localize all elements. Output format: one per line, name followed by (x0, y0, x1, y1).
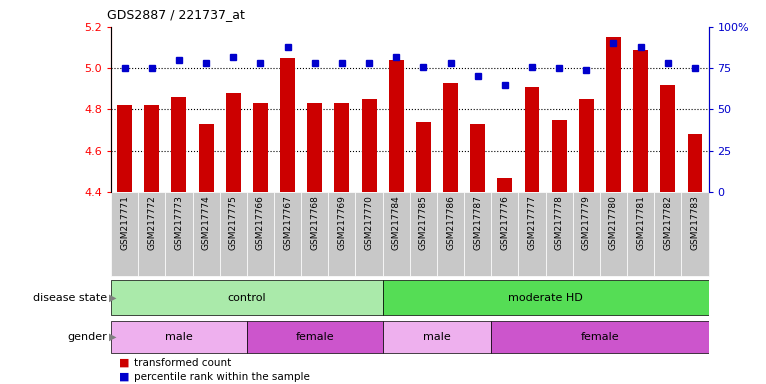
Bar (117, 105, 132, 192)
Text: GSM217780: GSM217780 (609, 195, 618, 250)
Bar (443, 83, 458, 192)
Bar (497, 177, 512, 192)
Text: GSM217770: GSM217770 (365, 195, 374, 250)
Text: GSM217778: GSM217778 (555, 195, 564, 250)
Bar (335, 103, 349, 192)
Text: transformed count: transformed count (134, 358, 231, 368)
Bar (389, 60, 404, 192)
Text: GSM217772: GSM217772 (147, 195, 156, 250)
Text: GSM217774: GSM217774 (201, 195, 211, 250)
Bar (307, 103, 322, 192)
Bar (280, 58, 295, 192)
Bar (329, 192, 355, 276)
Bar (383, 192, 410, 276)
Bar (627, 192, 654, 276)
Text: GSM217768: GSM217768 (310, 195, 319, 250)
Bar (274, 192, 301, 276)
Text: GSM217786: GSM217786 (446, 195, 455, 250)
Bar (111, 321, 247, 353)
Bar (600, 192, 627, 276)
Text: GSM217775: GSM217775 (229, 195, 237, 250)
Bar (144, 105, 159, 192)
Text: GSM217785: GSM217785 (419, 195, 428, 250)
Text: GSM217777: GSM217777 (528, 195, 536, 250)
Text: GSM217783: GSM217783 (690, 195, 699, 250)
Bar (491, 192, 519, 276)
Bar (633, 50, 648, 192)
Text: percentile rank within the sample: percentile rank within the sample (134, 372, 310, 382)
Bar (660, 85, 676, 192)
Bar (220, 192, 247, 276)
Bar (301, 192, 329, 276)
Bar (606, 37, 621, 192)
Text: GSM217781: GSM217781 (636, 195, 645, 250)
Bar (198, 124, 214, 192)
Text: GSM217771: GSM217771 (120, 195, 129, 250)
Bar (682, 192, 709, 276)
Bar (491, 321, 709, 353)
Bar (545, 192, 573, 276)
Bar (688, 134, 702, 192)
Text: GSM217776: GSM217776 (500, 195, 509, 250)
Bar (138, 192, 165, 276)
Text: GDS2887 / 221737_at: GDS2887 / 221737_at (107, 8, 245, 21)
Text: ▶: ▶ (109, 293, 116, 303)
Text: female: female (581, 332, 619, 342)
Bar (111, 280, 383, 315)
Bar (519, 192, 545, 276)
Bar (226, 93, 241, 192)
Text: male: male (423, 332, 451, 342)
Text: female: female (296, 332, 334, 342)
Bar (253, 103, 268, 192)
Text: ■: ■ (119, 358, 129, 368)
Text: GSM217787: GSM217787 (473, 195, 483, 250)
Text: GSM217782: GSM217782 (663, 195, 673, 250)
Bar (355, 192, 383, 276)
Bar (470, 124, 485, 192)
Bar (552, 120, 567, 192)
Text: control: control (228, 293, 266, 303)
Bar (172, 97, 186, 192)
Text: GSM217784: GSM217784 (391, 195, 401, 250)
Text: disease state: disease state (33, 293, 107, 303)
Text: male: male (165, 332, 193, 342)
Text: ■: ■ (119, 372, 129, 382)
Text: GSM217779: GSM217779 (582, 195, 591, 250)
Text: GSM217769: GSM217769 (337, 195, 346, 250)
Bar (165, 192, 192, 276)
Bar (383, 280, 709, 315)
Text: GSM217766: GSM217766 (256, 195, 265, 250)
Bar (654, 192, 682, 276)
Bar (192, 192, 220, 276)
Bar (579, 99, 594, 192)
Bar (525, 87, 539, 192)
Bar (464, 192, 491, 276)
Bar (247, 321, 383, 353)
Bar (383, 321, 491, 353)
Text: gender: gender (67, 332, 107, 342)
Bar (362, 99, 377, 192)
Bar (437, 192, 464, 276)
Text: GSM217773: GSM217773 (175, 195, 184, 250)
Text: ▶: ▶ (109, 332, 116, 342)
Text: GSM217767: GSM217767 (283, 195, 292, 250)
Bar (410, 192, 437, 276)
Bar (416, 122, 430, 192)
Text: moderate HD: moderate HD (508, 293, 583, 303)
Bar (573, 192, 600, 276)
Bar (247, 192, 274, 276)
Bar (111, 192, 138, 276)
